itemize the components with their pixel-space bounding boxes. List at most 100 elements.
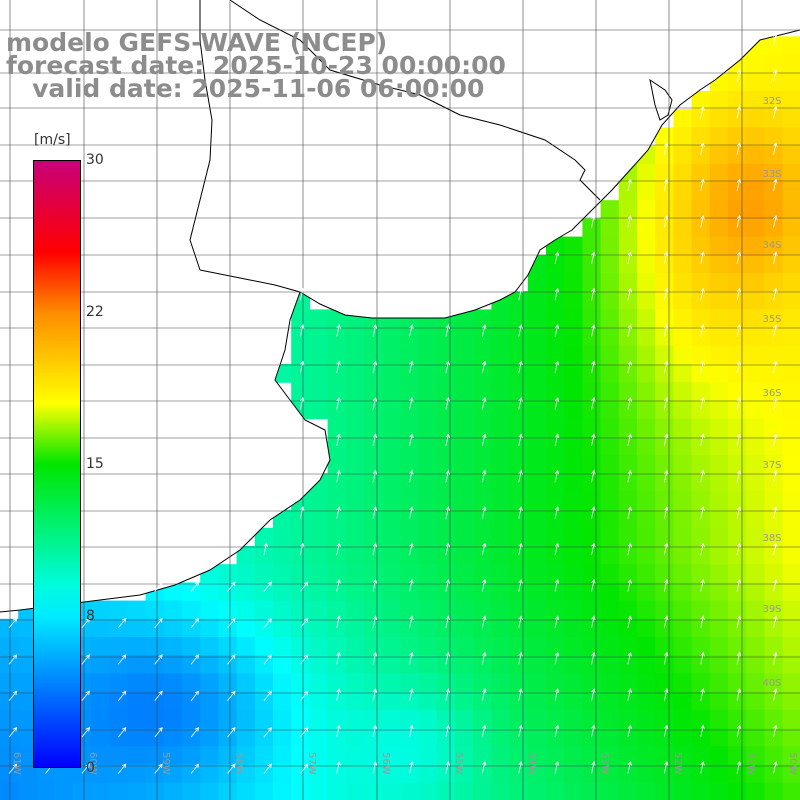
wind-arrow (591, 324, 596, 337)
wind-arrow (736, 651, 742, 665)
wind-cell (728, 127, 747, 147)
wind-cell (582, 527, 602, 547)
wind-cell (782, 109, 800, 128)
wind-cell (364, 600, 383, 620)
wind-cell (473, 309, 492, 329)
wind-cell (473, 691, 492, 711)
wind-cell (655, 473, 674, 492)
wind-cell (127, 728, 147, 747)
wind-cell (455, 691, 474, 711)
wind-cell (491, 382, 511, 401)
wind-arrow (736, 433, 742, 446)
wind-cell (764, 163, 784, 183)
wind-arrow (554, 651, 560, 665)
wind-cell (527, 746, 547, 765)
wind-cell (655, 546, 674, 565)
wind-arrow (591, 578, 596, 592)
wind-arrow (518, 542, 523, 556)
wind-cell (18, 728, 37, 747)
wind-cell (637, 163, 656, 183)
wind-cell (527, 600, 547, 620)
wind-cell (509, 691, 529, 711)
wind-cell (473, 345, 492, 365)
wind-cell (564, 728, 583, 747)
wind-cell (18, 782, 37, 800)
wind-cell (364, 618, 383, 638)
wind-cell (564, 436, 583, 456)
wind-cell (455, 764, 474, 784)
wind-cell (782, 600, 800, 620)
wind-cell (182, 709, 201, 729)
wind-cell (236, 764, 256, 784)
wind-cell (746, 600, 765, 620)
wind-cell (109, 709, 128, 729)
wind-cell (400, 327, 420, 347)
wind-cell (618, 564, 638, 583)
wind-arrow (700, 760, 705, 774)
wind-cell (764, 764, 784, 784)
wind-cell (527, 309, 547, 329)
wind-cell (382, 764, 401, 784)
wind-cell (618, 746, 638, 765)
wind-cell (764, 145, 784, 165)
wind-cell (491, 400, 511, 420)
wind-cell (327, 436, 347, 456)
wind-cell (418, 327, 438, 347)
colorbar-units: [m/s] (34, 132, 71, 148)
wind-arrow (700, 396, 705, 410)
wind-cell (145, 709, 165, 729)
wind-cell (782, 673, 800, 693)
wind-arrow (299, 396, 305, 410)
wind-cell (254, 782, 274, 800)
wind-cell (746, 382, 765, 401)
wind-cell (764, 728, 784, 747)
wind-cell (691, 564, 711, 583)
wind-arrow (591, 360, 596, 374)
wind-arrow (736, 469, 742, 483)
wind-cell (236, 618, 256, 638)
wind-cell (327, 400, 347, 420)
wind-cell (18, 618, 37, 638)
latitude-labels: 32S 33S 34S 35S 36S 37S 38S 39S 40S (762, 96, 781, 689)
wind-cell (18, 655, 37, 674)
wind-arrow (336, 688, 341, 701)
wind-cell (91, 709, 110, 729)
wind-cell (673, 309, 693, 329)
wind-cell (382, 564, 401, 583)
wind-cell (728, 764, 747, 784)
wind-cell (400, 546, 420, 565)
wind-arrow (81, 654, 90, 665)
wind-cell (655, 218, 674, 238)
wind-cell (345, 691, 365, 711)
lagoon-outline (649, 78, 673, 121)
wind-cell (637, 564, 656, 583)
wind-cell (0, 618, 19, 638)
wind-cell (691, 527, 711, 547)
wind-arrow (663, 251, 669, 264)
wind-cell (254, 582, 274, 602)
wind-arrow (627, 615, 632, 628)
wind-cell (91, 637, 110, 656)
wind-cell (527, 728, 547, 747)
wind-cell (655, 400, 674, 420)
wind-cell (600, 455, 620, 474)
wind-cell (637, 400, 656, 420)
wind-cell (400, 746, 420, 765)
wind-cell (327, 709, 347, 729)
wind-cell (491, 691, 511, 711)
wind-cell (455, 364, 474, 383)
wind-arrow (117, 763, 127, 774)
wind-cell (600, 691, 620, 711)
wind-arrow (8, 763, 18, 774)
wind-cell (18, 746, 37, 765)
wind-cell (673, 673, 693, 693)
wind-arrow (445, 542, 450, 556)
wind-cell (564, 382, 583, 401)
wind-cell (527, 527, 547, 547)
wind-cell (691, 618, 711, 638)
wind-arrow (263, 654, 272, 665)
wind-cell (728, 655, 747, 674)
wind-cell (764, 291, 784, 310)
wind-cell (418, 582, 438, 602)
wind-arrow (663, 506, 669, 519)
